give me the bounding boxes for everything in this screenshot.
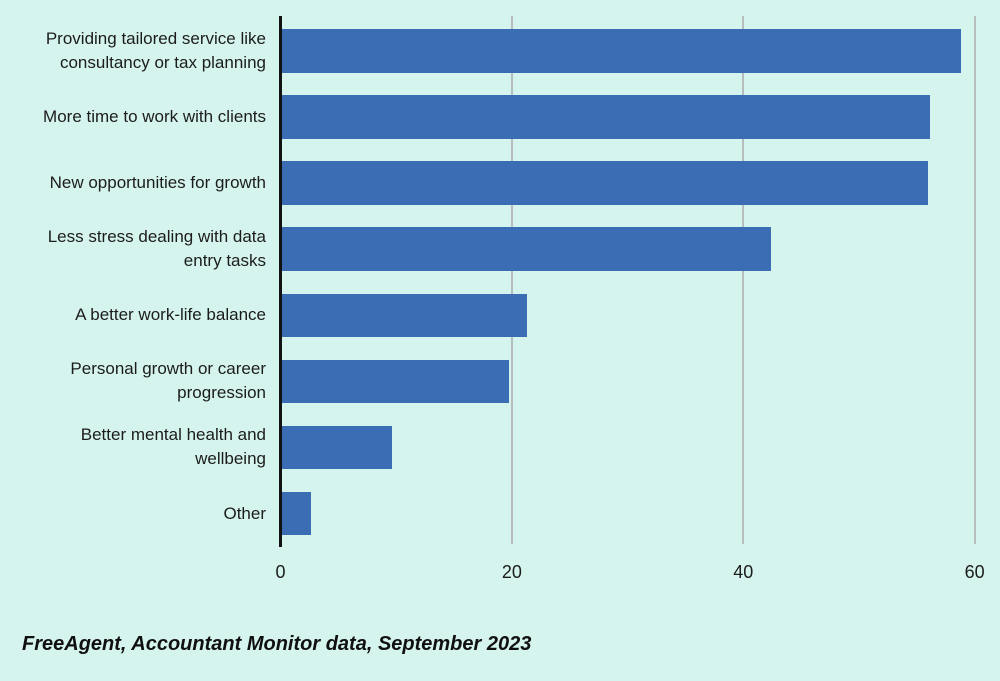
bar-7 xyxy=(282,425,392,470)
category-label-line: More time to work with clients xyxy=(43,107,266,127)
gridline-40 xyxy=(742,16,745,544)
y-axis-line xyxy=(279,16,282,547)
category-label-line: A better work-life balance xyxy=(75,305,266,325)
category-label-line: consultancy or tax planning xyxy=(59,53,266,73)
bar-5 xyxy=(282,293,528,338)
category-label-7: Better mental health and wellbeing xyxy=(8,423,266,471)
x-tick-label-60: 60 xyxy=(964,562,985,582)
category-label-line: Personal growth or career xyxy=(70,359,266,379)
category-label-6: Personal growth or career progression xyxy=(8,357,266,405)
category-label-line: wellbeing xyxy=(195,449,266,469)
bar-4 xyxy=(282,227,772,272)
category-label-2: More time to work with clients xyxy=(8,105,266,129)
bar-3 xyxy=(282,161,928,205)
x-tick-label-40: 40 xyxy=(733,562,754,582)
bar-1 xyxy=(282,29,962,73)
category-label-line: New opportunities for growth xyxy=(49,173,266,193)
category-label-line: Less stress dealing with data xyxy=(47,227,266,247)
category-label-1: Providing tailored service like consultan… xyxy=(8,27,266,75)
gridline-20 xyxy=(510,16,513,544)
category-label-line: Providing tailored service like xyxy=(45,29,266,49)
x-tick-label-0: 0 xyxy=(275,562,286,582)
category-label-line: Better mental health and xyxy=(80,425,266,445)
category-label-line: entry tasks xyxy=(183,251,266,271)
source-caption: FreeAgent, Accountant Monitor data, Sept… xyxy=(22,633,532,655)
category-label-5: A better work-life balance xyxy=(8,303,266,327)
bar-8 xyxy=(282,491,311,536)
gridline-60 xyxy=(973,16,976,544)
bar-6 xyxy=(282,359,509,404)
category-label-3: New opportunities for growth xyxy=(8,171,266,195)
bar-2 xyxy=(282,95,930,139)
x-tick-label-20: 20 xyxy=(501,562,522,582)
category-label-line: Other xyxy=(223,503,266,523)
category-label-4: Less stress dealing with data entry tasks xyxy=(8,225,266,273)
category-label-line: progression xyxy=(177,383,266,403)
category-label-8: Other xyxy=(8,502,266,526)
